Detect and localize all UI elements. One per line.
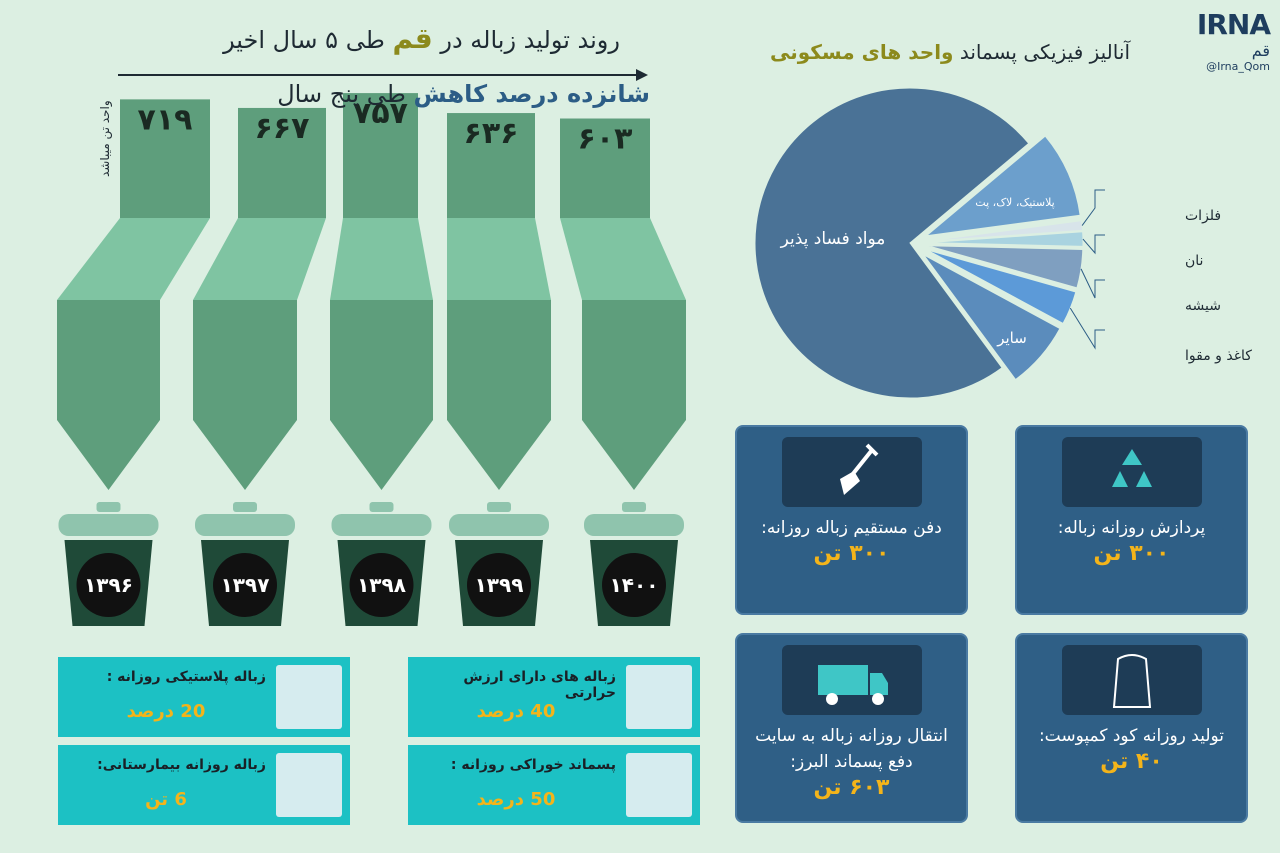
year-circle: [76, 553, 141, 617]
bin-lid: [584, 514, 684, 536]
card: تولید روزانه کود کمپوست: ۴۰ تن: [1015, 633, 1248, 823]
bar: [343, 93, 418, 218]
leader-line: [1069, 307, 1105, 350]
leader-line: [1082, 234, 1105, 255]
leader-line: [1080, 268, 1105, 299]
bin-lid: [449, 514, 549, 536]
bin-lid: [487, 502, 511, 512]
fact: پسماند خوراکی روزانه : 50 درصد: [408, 745, 700, 825]
card-text: پردازش روزانه زباله:: [1057, 518, 1206, 538]
fact-value: 20 درصد: [126, 701, 206, 722]
pie-label: کاغذ و مقوا: [1185, 348, 1252, 364]
funnel-top: [560, 218, 686, 300]
fact-icon: [276, 665, 342, 729]
card-text: تولید روزانه کود کمپوست:: [1038, 726, 1225, 746]
bag-icon: [1061, 645, 1202, 715]
fact-text: زباله های دارای ارزش حرارتی: [463, 669, 616, 701]
card-text: دفن مستقیم زباله روزانه:: [761, 518, 942, 538]
fact-icon: [276, 753, 342, 817]
bin-lid: [622, 502, 646, 512]
trend-subtitle: شانزده درصد کاهش طی پنج سال: [277, 80, 650, 108]
logo-handle: @Irna_Qom: [1206, 60, 1270, 73]
pie-slice: [927, 245, 1084, 289]
pie-label: شیشه: [1185, 298, 1221, 314]
card: انتقال روزانه زباله به سایت دفع پسماند ا…: [735, 633, 968, 823]
card-value: ۶۰۳ تن: [813, 775, 890, 800]
fact-text: زباله پلاستیکی روزانه :: [106, 669, 266, 685]
bar: [560, 118, 650, 218]
unit-label: واحد تن میباشد: [98, 100, 112, 177]
year-circle: [467, 553, 531, 617]
year: ۱۳۹۸: [357, 573, 406, 597]
bar-label: ۶۶۷: [255, 111, 310, 146]
pie-label: مواد فساد پذیر: [780, 229, 886, 249]
funnel-top: [447, 218, 551, 300]
fact-text: پسماند خوراکی روزانه :: [450, 757, 616, 773]
logo: IRNA قم @Irna_Qom: [1160, 8, 1271, 73]
bar-label: ۷۵۷: [353, 96, 408, 131]
fact-icon: [626, 753, 692, 817]
pie-label: پلاستیک، لاک، پت: [975, 196, 1054, 209]
funnel-body: [193, 300, 297, 490]
pie-slice: [924, 135, 1081, 237]
fact-value: 50 درصد: [476, 789, 556, 810]
recycle-icon: [1061, 437, 1202, 507]
bar: [447, 113, 535, 218]
logo-city: قم: [1251, 41, 1270, 60]
fact-value: 6 تن: [145, 789, 187, 810]
funnel-top: [57, 218, 210, 300]
fact: زباله روزانه بیمارستانی: 6 تن: [58, 745, 350, 825]
analysis-title: آنالیز فیزیکی پسماند واحد های مسکونی: [769, 40, 1130, 64]
pie-label: نان: [1185, 253, 1203, 269]
fact-icon: [626, 665, 692, 729]
funnel-body: [57, 300, 160, 490]
bar-label: ۶۰۳: [578, 122, 633, 157]
year-circle: [213, 553, 277, 617]
bin-lid: [195, 514, 295, 536]
bin-lid: [233, 502, 257, 512]
fact-text: زباله روزانه بیمارستانی:: [97, 757, 266, 773]
card: پردازش روزانه زباله: ۳۰۰ تن: [1015, 425, 1248, 615]
pie-slice: [923, 254, 1061, 381]
bin-lid: [58, 514, 159, 536]
year: ۱۳۹۷: [221, 573, 270, 597]
funnel-top: [193, 218, 326, 300]
leader-line: [1081, 189, 1105, 226]
year: ۱۴۰۰: [610, 573, 659, 597]
pie-label: سایر: [996, 329, 1027, 347]
card-value: ۴۰ تن: [1100, 749, 1163, 774]
card-value: ۳۰۰ تن: [1093, 541, 1170, 566]
funnel-top: [330, 218, 433, 300]
card-value: ۳۰۰ تن: [813, 541, 890, 566]
pie-slice: [926, 249, 1077, 325]
card: دفن مستقیم زباله روزانه: ۳۰۰ تن: [735, 425, 968, 615]
bar: [238, 107, 326, 218]
funnel-body: [582, 300, 686, 490]
bin-lid: [331, 514, 432, 536]
bar-label: ۷۱۹: [138, 102, 193, 137]
year: ۱۳۹۹: [475, 573, 524, 597]
fact: زباله پلاستیکی روزانه : 20 درصد: [58, 657, 350, 737]
year-circle: [349, 553, 414, 617]
arrow-head: [636, 69, 648, 81]
logo-text: IRNA: [1196, 8, 1271, 41]
card-text: انتقال روزانه زباله به سایت دفع پسماند ا…: [755, 726, 948, 772]
year: ۱۳۹۶: [84, 573, 133, 597]
trend-title: روند تولید زباله در قم طی ۵ سال اخیر: [223, 22, 620, 55]
year-circle: [602, 553, 666, 617]
bin-lid: [96, 502, 121, 512]
pie-label: فلزات: [1185, 208, 1221, 224]
funnel-body: [447, 300, 551, 490]
bar-label: ۶۳۶: [464, 116, 519, 151]
funnel-body: [330, 300, 433, 490]
fact: زباله های دارای ارزش حرارتی 40 درصد: [408, 657, 700, 737]
bar: [120, 99, 210, 218]
truck-icon: [781, 645, 922, 715]
pie-slice: [754, 87, 1030, 399]
fact-value: 40 درصد: [476, 701, 556, 722]
bin-lid: [369, 502, 394, 512]
shovel-icon: [781, 437, 922, 507]
